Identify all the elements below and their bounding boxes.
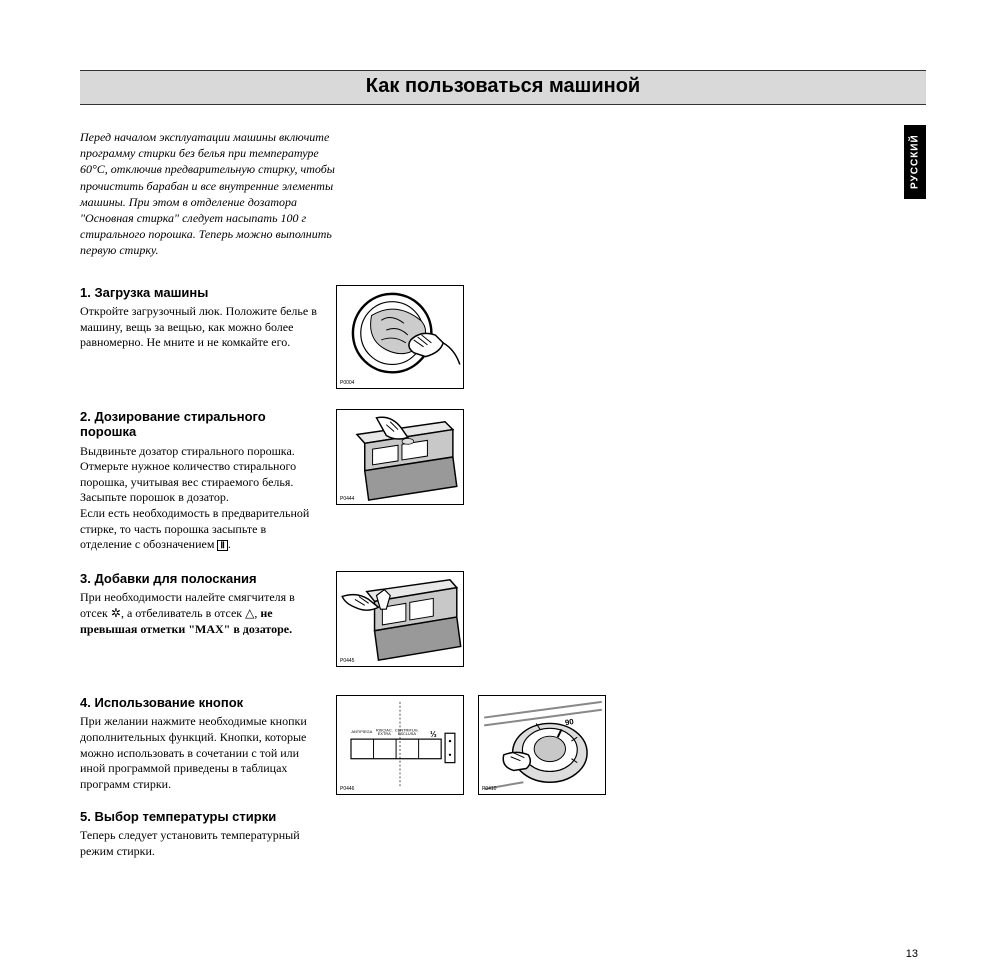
section-5-body: Теперь следует установить температурный … — [80, 828, 318, 859]
section-3-body: При необходимости налейте смягчителя в о… — [80, 590, 318, 637]
loading-illustration-icon — [337, 286, 463, 388]
title-bar: Как пользоваться машиной — [80, 70, 926, 105]
section-1-figures: P0004 — [336, 285, 464, 389]
figure-buttons-panel: ANTIPIEGA RISCIAC. EXTRA CENTRIFUG. ESCL… — [336, 695, 464, 795]
intro-text: Перед началом эксплуатации машины включи… — [80, 129, 340, 259]
additives-illustration-icon — [337, 572, 463, 666]
section-2: 2. Дозирование стирального порошка Выдви… — [80, 409, 926, 553]
section-2-heading: 2. Дозирование стирального порошка — [80, 409, 318, 440]
svg-text:ANTIPIEGA: ANTIPIEGA — [351, 729, 372, 734]
fig-label: P0004 — [340, 380, 354, 386]
fig-label: P0444 — [340, 496, 354, 502]
section-5-heading: 5. Выбор температуры стирки — [80, 809, 318, 825]
section-3-text: 3. Добавки для полоскания При необходимо… — [80, 571, 318, 637]
section-1: 1. Загрузка машины Откройте загрузочный … — [80, 285, 926, 389]
section-2-body-a: Выдвиньте дозатор стирального порошка. О… — [80, 444, 318, 506]
flower-icon: ✲ — [111, 606, 121, 620]
section-4-text: 4. Использование кнопок При желании нажм… — [80, 695, 318, 793]
figure-loading: P0004 — [336, 285, 464, 389]
triangle-icon: △ — [245, 606, 254, 620]
section-5: 5. Выбор температуры стирки Теперь следу… — [80, 809, 926, 860]
section-4-figures: ANTIPIEGA RISCIAC. EXTRA CENTRIFUG. ESCL… — [336, 695, 606, 795]
section-2-figures: P0444 — [336, 409, 464, 505]
svg-text:90: 90 — [564, 717, 575, 727]
temp-knob-icon: 90 — [479, 696, 605, 794]
svg-text:⅓: ⅓ — [430, 730, 437, 739]
page-number: 13 — [906, 948, 918, 960]
section-3-figures: P0445 — [336, 571, 464, 667]
section-4-body: При желании нажмите необходимые кнопки д… — [80, 714, 318, 792]
language-tab: РУССКИЙ — [904, 125, 926, 199]
section-2-text: 2. Дозирование стирального порошка Выдви… — [80, 409, 318, 553]
svg-text:ESCLUSA: ESCLUSA — [398, 731, 417, 736]
section-5-text: 5. Выбор температуры стирки Теперь следу… — [80, 809, 318, 860]
buttons-panel-icon: ANTIPIEGA RISCIAC. EXTRA CENTRIFUG. ESCL… — [337, 696, 463, 794]
detergent-illustration-icon — [337, 410, 463, 504]
figure-temp-knob: 90 P0410 — [478, 695, 606, 795]
section-1-text: 1. Загрузка машины Откройте загрузочный … — [80, 285, 318, 351]
fig-label: P0410 — [482, 786, 496, 792]
section-1-heading: 1. Загрузка машины — [80, 285, 318, 301]
section-4: 4. Использование кнопок При желании нажм… — [80, 695, 926, 795]
figure-detergent: P0444 — [336, 409, 464, 505]
section-1-body: Откройте загрузочный люк. Положите белье… — [80, 304, 318, 351]
page-title: Как пользоваться машиной — [80, 75, 926, 98]
section-2-body-b: Если есть необходимость в предварительно… — [80, 506, 318, 553]
fig-label: P0446 — [340, 786, 354, 792]
figure-additives: P0445 — [336, 571, 464, 667]
manual-page: Как пользоваться машиной РУССКИЙ Перед н… — [80, 70, 926, 880]
section-3-heading: 3. Добавки для полоскания — [80, 571, 318, 587]
fig-label: P0445 — [340, 658, 354, 664]
section-4-heading: 4. Использование кнопок — [80, 695, 318, 711]
compartment-2-icon: Ⅱ — [217, 540, 227, 551]
svg-text:EXTRA: EXTRA — [378, 731, 391, 736]
section-3: 3. Добавки для полоскания При необходимо… — [80, 571, 926, 667]
